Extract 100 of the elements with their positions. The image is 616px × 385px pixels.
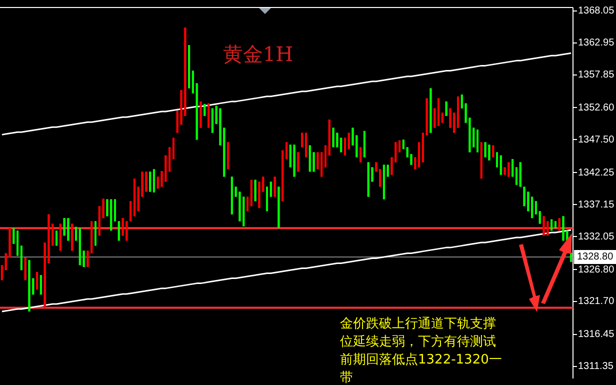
- candlestick: [398, 140, 401, 152]
- candlestick: [316, 152, 319, 170]
- candlestick: [223, 128, 226, 177]
- candlestick: [488, 144, 490, 160]
- candlestick: [301, 132, 304, 148]
- candlestick: [538, 211, 541, 224]
- candlestick: [348, 132, 350, 150]
- candlestick: [297, 152, 300, 172]
- candlestick: [98, 206, 100, 236]
- y-tick-label: 1316.45: [578, 329, 615, 340]
- candlestick: [371, 167, 374, 182]
- candlestick: [32, 278, 34, 295]
- candlestick: [36, 272, 38, 290]
- candlestick: [293, 144, 296, 177]
- candlestick: [492, 145, 494, 158]
- candlestick: [196, 83, 198, 140]
- candlestick: [110, 199, 112, 231]
- candlestick: [534, 201, 537, 214]
- candlestick: [542, 216, 545, 236]
- candlestick: [367, 162, 370, 197]
- candlestick: [512, 159, 514, 177]
- candlestick: [204, 104, 206, 116]
- candlestick: [137, 186, 140, 212]
- candlestick: [515, 167, 518, 185]
- candlestick: [219, 108, 222, 146]
- candlestick: [554, 221, 556, 228]
- candlestick: [460, 94, 463, 108]
- candlestick: [156, 176, 159, 189]
- y-tick-label: 1311.35: [578, 361, 614, 372]
- candlestick: [414, 157, 416, 170]
- candlestick: [562, 216, 564, 241]
- candlestick: [340, 138, 342, 152]
- candlestick: [78, 228, 81, 266]
- candlestick: [382, 164, 385, 200]
- candlestick: [445, 101, 448, 116]
- candlestick: [90, 221, 93, 254]
- candlestick: [430, 88, 432, 133]
- candlestick: [344, 138, 346, 156]
- candlestick: [59, 224, 62, 251]
- candlestick: [227, 142, 230, 170]
- candlestick: [211, 108, 214, 133]
- candlestick: [386, 164, 389, 177]
- candlestick: [484, 142, 486, 158]
- y-tick-label: 1368.05: [578, 6, 615, 17]
- candlestick: [208, 103, 210, 128]
- candlestick: [500, 155, 502, 175]
- y-tick-label: 1362.95: [578, 38, 615, 49]
- candlestick: [242, 196, 245, 226]
- y-tick-label: 1337.15: [578, 199, 615, 210]
- candlestick: [278, 186, 280, 228]
- candlestick: [176, 110, 178, 133]
- candlestick: [418, 142, 420, 168]
- text: 黄金1H: [222, 42, 294, 66]
- candlestick: [390, 157, 393, 175]
- candlestick: [52, 224, 54, 246]
- candlestick: [86, 250, 89, 267]
- candlestick: [558, 218, 560, 231]
- candlestick: [230, 176, 233, 214]
- candlestick: [188, 45, 190, 88]
- y-tick-label: 1347.50: [578, 134, 615, 146]
- candlestick: [328, 120, 330, 156]
- candlestick: [106, 199, 108, 216]
- candlestick: [258, 182, 260, 208]
- candlestick: [24, 258, 26, 280]
- candlestick: [332, 128, 334, 148]
- candlestick: [422, 132, 424, 162]
- candlestick: [363, 130, 366, 158]
- candlestick: [531, 196, 534, 218]
- candlestick: [262, 176, 264, 192]
- candlestick: [192, 70, 194, 94]
- y-tick-label: 1342.25: [578, 167, 615, 178]
- candlestick: [71, 224, 74, 251]
- annotation: 金价跌破上行通道下轨支撑位延续走弱，下方有待测试前期回落低点1322-1320一带: [340, 316, 502, 385]
- candlestick: [550, 219, 553, 231]
- candlestick: [519, 162, 522, 187]
- candlestick: [308, 145, 311, 172]
- candlestick: [254, 180, 256, 202]
- candlestick: [82, 250, 85, 267]
- candlestick: [126, 221, 128, 241]
- candlestick: [250, 180, 252, 206]
- candlestick: [434, 108, 436, 128]
- candlestick: [426, 98, 428, 136]
- candlestick: [375, 162, 378, 172]
- candlestick: [274, 176, 276, 197]
- ref-line-label: 1328.80: [577, 252, 614, 263]
- candlestick: [453, 112, 456, 133]
- candlestick: [149, 172, 152, 192]
- candlestick: [130, 201, 132, 222]
- candlestick: [133, 178, 136, 216]
- candlestick: [20, 246, 22, 270]
- candlestick: [102, 198, 104, 218]
- candlestick: [472, 128, 475, 148]
- candlestick: [118, 221, 120, 241]
- candlestick: [56, 230, 58, 246]
- candlestick: [12, 228, 15, 244]
- candlestick: [246, 196, 249, 212]
- candlestick: [402, 140, 404, 150]
- y-tick-label: 1332.05: [578, 231, 615, 242]
- candlestick: [449, 108, 452, 128]
- y-tick-label: 1357.85: [578, 70, 615, 81]
